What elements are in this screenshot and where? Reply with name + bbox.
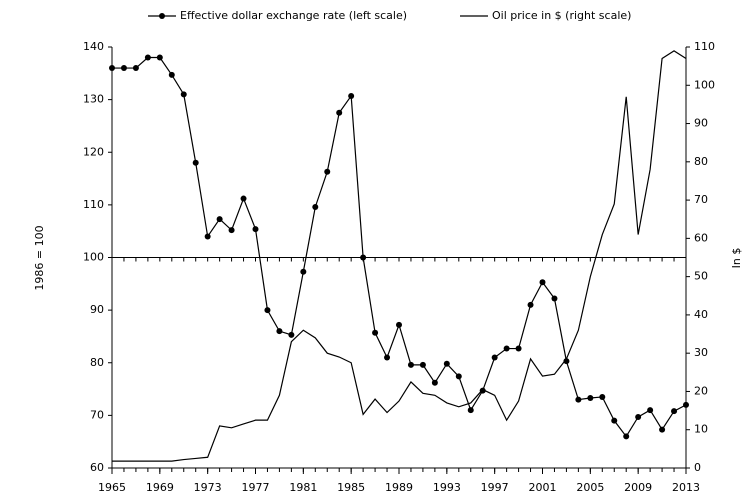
data-point [228,227,235,234]
y2-tick-label: 40 [694,308,708,321]
data-point [491,354,498,361]
y-tick-label: 130 [83,93,104,106]
data-point [132,65,139,72]
data-point [635,413,642,420]
x-tick-label: 2013 [672,481,700,494]
data-point [515,345,522,352]
x-tick-label: 2009 [624,481,652,494]
y-axis-label: 1986 = 100 [33,225,46,290]
data-point [563,358,570,365]
data-point [312,203,319,210]
y-tick-label: 80 [90,356,104,369]
x-tick-label: 1977 [242,481,270,494]
data-point [120,65,127,72]
data-point [300,268,307,275]
legend-marker [159,13,165,19]
y2-tick-label: 60 [694,231,708,244]
data-point [168,71,175,78]
data-point [479,387,486,394]
data-point [527,301,534,308]
y2-tick-label: 20 [694,384,708,397]
data-point [455,373,462,380]
data-point [324,168,331,175]
data-point [360,254,367,261]
y2-tick-label: 100 [694,78,715,91]
data-point [551,295,558,302]
data-point [623,433,630,440]
x-tick-label: 2005 [576,481,604,494]
data-point [599,393,606,400]
data-point [587,395,594,402]
data-point [264,307,271,314]
y2-tick-label: 110 [694,40,715,53]
data-point [419,361,426,368]
data-point [336,109,343,116]
x-tick-label: 1973 [194,481,222,494]
data-point [503,345,510,352]
data-point [156,54,163,61]
data-point [348,92,355,99]
data-point [671,408,678,415]
y-tick-label: 120 [83,145,104,158]
y-tick-label: 110 [83,198,104,211]
y2-tick-label: 90 [694,117,708,130]
x-tick-label: 1997 [481,481,509,494]
x-tick-label: 1989 [385,481,413,494]
data-point [288,331,295,338]
y2-tick-label: 70 [694,193,708,206]
x-tick-label: 1969 [146,481,174,494]
data-point [396,321,402,328]
x-tick-label: 1993 [433,481,461,494]
data-point [407,361,414,368]
data-point [276,328,283,335]
data-point [216,216,223,223]
legend-label: Oil price in $ (right scale) [492,9,631,22]
x-tick-label: 1965 [98,481,126,494]
data-point [431,379,438,386]
y2-tick-label: 50 [694,270,708,283]
legend-label: Effective dollar exchange rate (left sca… [180,9,407,22]
data-point [575,396,582,403]
data-point [384,354,391,361]
y2-tick-label: 80 [694,155,708,168]
y-tick-label: 140 [83,40,104,53]
y2-tick-label: 10 [694,423,708,436]
data-point [180,91,187,98]
y-tick-label: 90 [90,303,104,316]
data-point [683,401,689,408]
data-point [659,426,666,433]
data-point [443,360,450,367]
data-point [144,54,151,61]
y2-tick-label: 0 [694,461,701,474]
x-tick-label: 2001 [529,481,557,494]
y-tick-label: 70 [90,408,104,421]
y-tick-label: 100 [83,251,104,264]
y-tick-label: 60 [90,461,104,474]
data-point [539,279,546,286]
y2-tick-label: 30 [694,346,708,359]
data-point [611,417,618,424]
data-point [467,407,474,414]
data-point [252,226,259,233]
x-tick-label: 1985 [337,481,365,494]
data-point [192,159,199,166]
data-point [109,65,115,72]
data-point [204,233,211,240]
x-tick-label: 1981 [289,481,317,494]
data-point [240,195,247,202]
y2-axis-label: In $ [730,248,743,269]
data-point [372,329,379,336]
series-line [112,50,687,462]
data-point [647,407,654,414]
series-line [112,56,687,438]
